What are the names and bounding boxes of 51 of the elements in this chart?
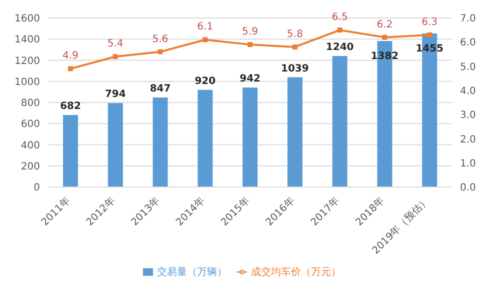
y-tick-label: 1200 bbox=[14, 56, 40, 67]
y2-tick-label: 1.0 bbox=[460, 158, 476, 170]
data-label: 6.2 bbox=[376, 19, 393, 30]
point bbox=[112, 54, 118, 60]
bar bbox=[108, 103, 123, 187]
y-tick-label: 1400 bbox=[14, 34, 40, 46]
point bbox=[292, 44, 298, 50]
legend-label: 交易量（万辆） bbox=[157, 267, 227, 278]
y-tick-label: 0 bbox=[34, 182, 40, 194]
bar bbox=[152, 98, 168, 187]
y-tick-label: 400 bbox=[20, 140, 40, 152]
y-tick-label: 600 bbox=[20, 119, 40, 130]
legend-label: 成交均车价（万元） bbox=[251, 267, 341, 278]
data-label: 5.9 bbox=[242, 26, 258, 38]
y2-tick-label: 7.0 bbox=[460, 14, 476, 25]
y-tick-label: 200 bbox=[20, 161, 40, 172]
data-label: 920 bbox=[194, 76, 216, 87]
data-label: 794 bbox=[104, 89, 126, 100]
y-tick-label: 1600 bbox=[14, 14, 40, 25]
data-label: 6.1 bbox=[197, 22, 214, 33]
bar bbox=[198, 90, 213, 187]
point bbox=[427, 32, 432, 38]
y-tick-label: 800 bbox=[20, 98, 40, 110]
point bbox=[337, 28, 342, 33]
point bbox=[158, 49, 163, 54]
point bbox=[202, 37, 208, 42]
data-label: 6.3 bbox=[422, 16, 438, 28]
bar bbox=[242, 88, 258, 187]
data-label: 942 bbox=[240, 74, 261, 84]
y2-tick-label: 6.0 bbox=[460, 38, 476, 49]
data-label: 5.4 bbox=[107, 38, 124, 50]
data-label: 847 bbox=[150, 84, 171, 95]
data-label: 5.6 bbox=[152, 34, 168, 45]
data-label: 6.5 bbox=[332, 12, 348, 24]
data-label: 1039 bbox=[281, 63, 309, 74]
bar bbox=[63, 114, 78, 187]
data-label: 4.9 bbox=[62, 50, 78, 62]
bar bbox=[332, 56, 348, 187]
y2-tick-label: 2.0 bbox=[460, 134, 476, 146]
y-tick-label: 1000 bbox=[14, 76, 40, 88]
y2-tick-label: 0.0 bbox=[460, 182, 476, 194]
y2-tick-label: 3.0 bbox=[460, 110, 476, 122]
y2-tick-label: 4.0 bbox=[460, 86, 476, 97]
data-label: 1240 bbox=[326, 42, 354, 54]
y2-tick-label: 5.0 bbox=[460, 62, 476, 73]
bar bbox=[287, 77, 302, 187]
point bbox=[248, 42, 252, 48]
point bbox=[68, 66, 73, 72]
point bbox=[382, 34, 388, 40]
data-label: 682 bbox=[60, 100, 81, 112]
data-label: 5.8 bbox=[286, 28, 303, 40]
